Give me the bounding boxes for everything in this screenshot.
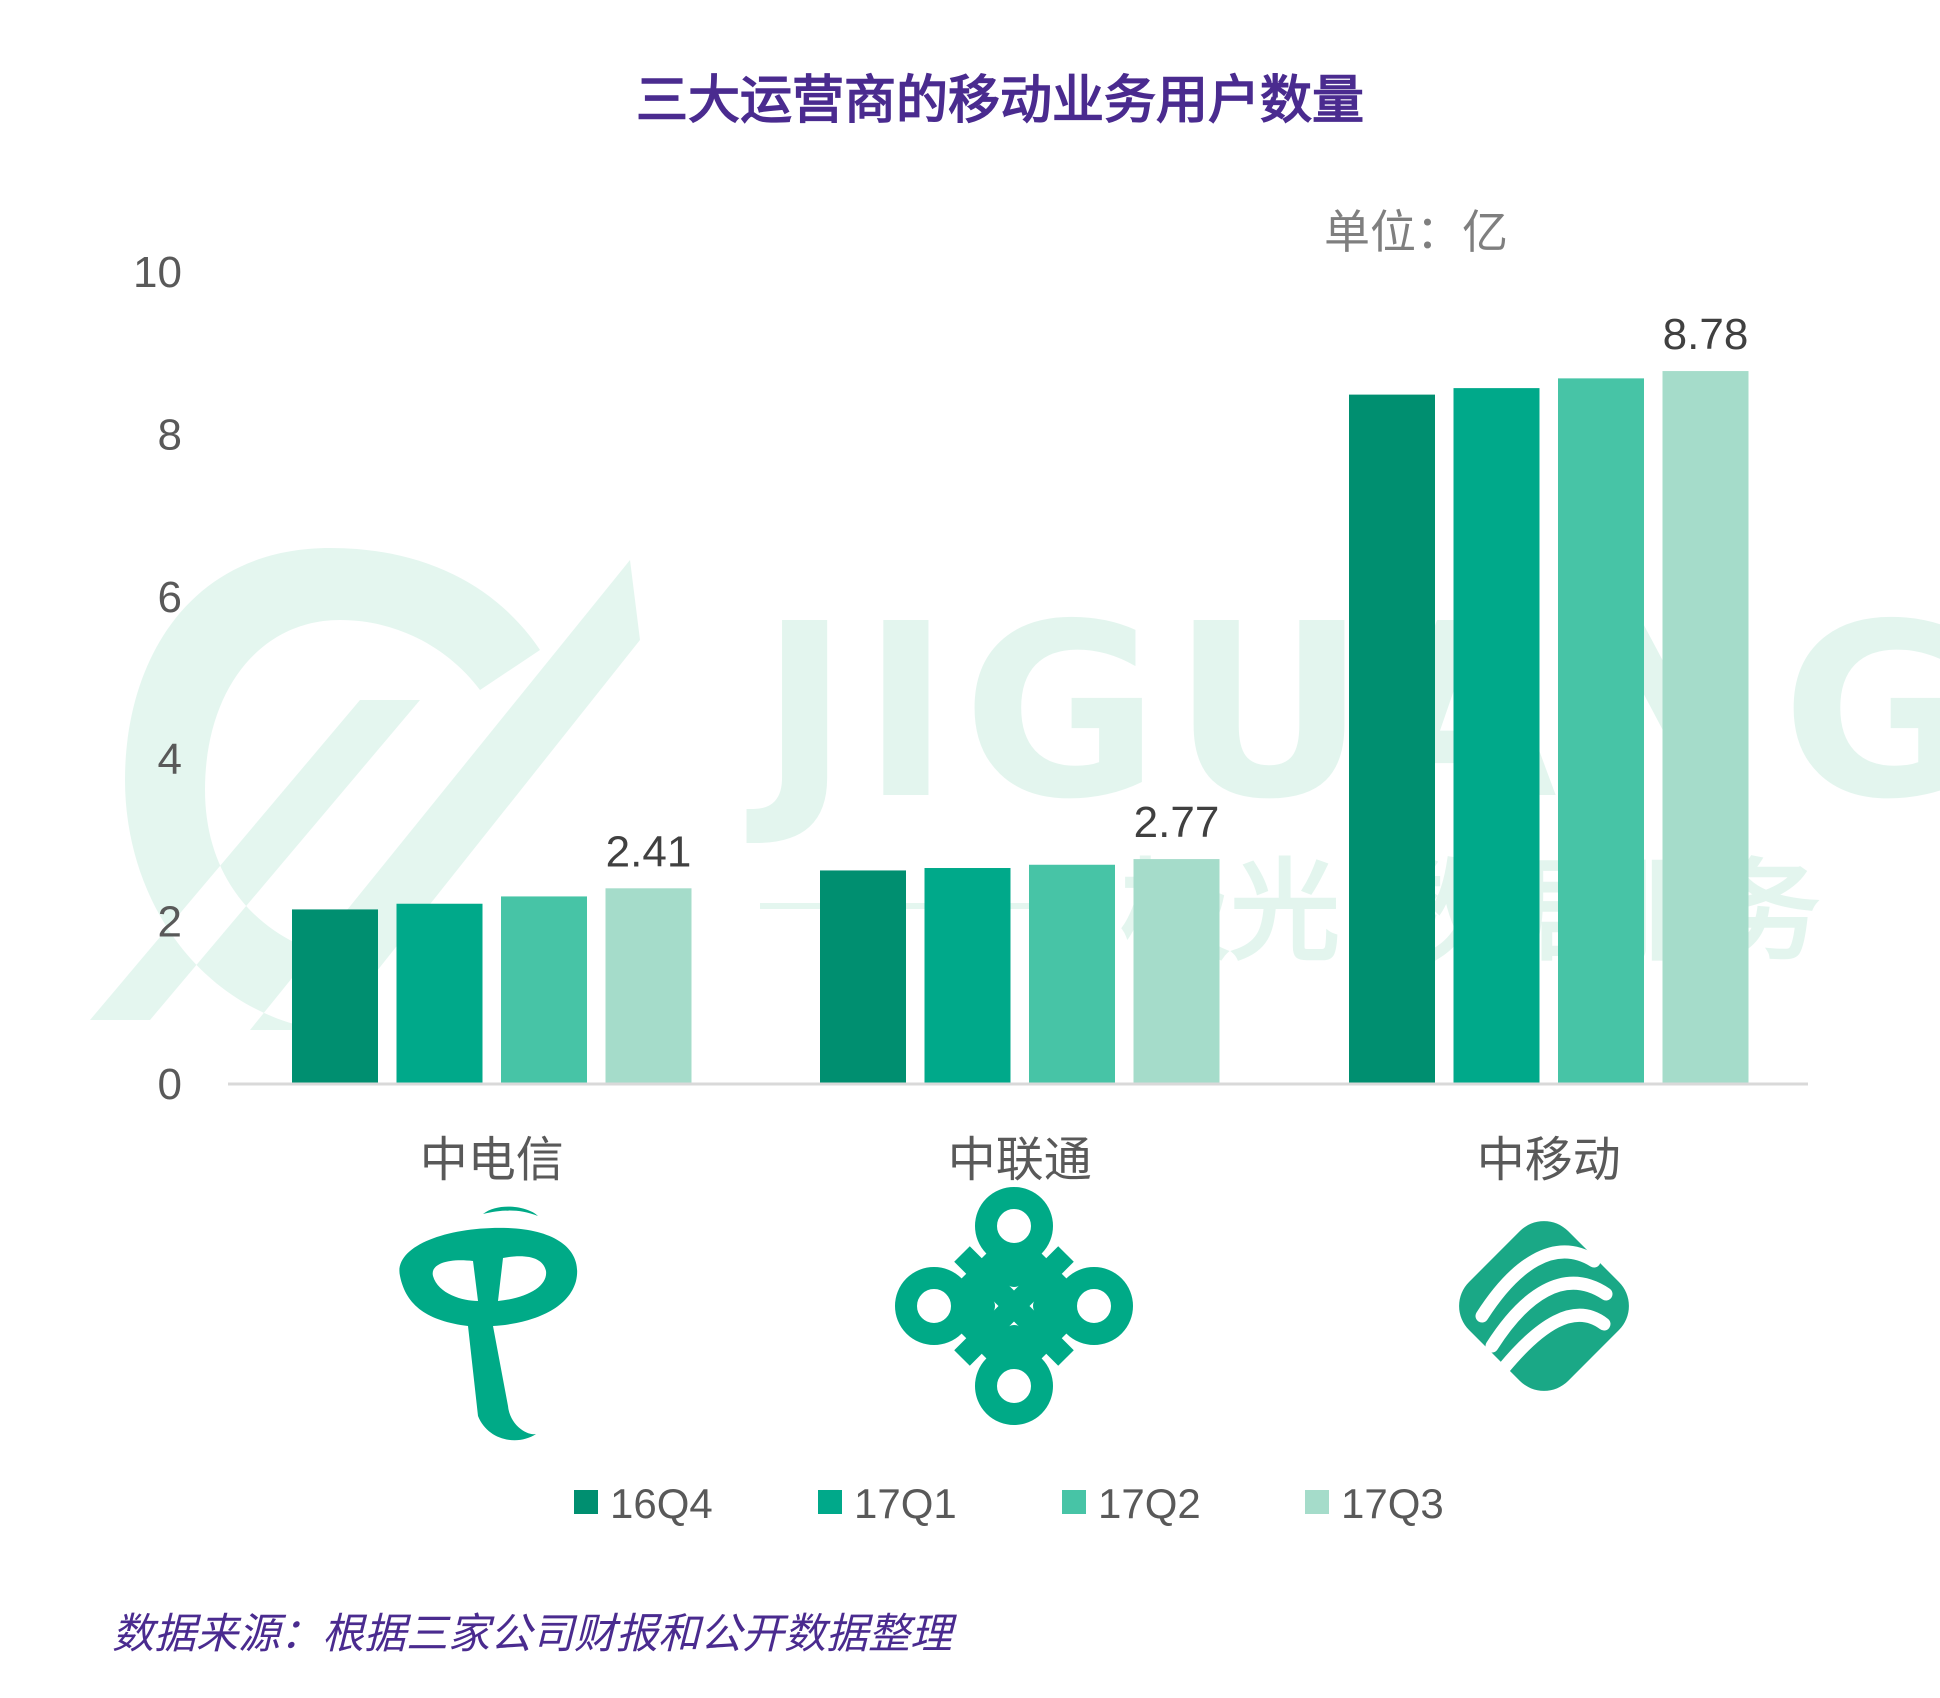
legend-label: 16Q4 [610, 1480, 713, 1527]
china-unicom-logo-icon [895, 1187, 1133, 1425]
china-mobile-logo-icon [1459, 1221, 1629, 1391]
y-tick-label: 8 [158, 410, 182, 459]
data-label: 8.78 [1663, 310, 1749, 359]
y-tick-label: 4 [158, 735, 182, 784]
bar-16Q4-1 [820, 870, 906, 1084]
category-labels: 中电信 中联通 中移动 [420, 1132, 1621, 1188]
y-tick-label: 6 [158, 573, 182, 622]
watermark-text-en: JIGUANG [746, 572, 1940, 852]
bars [292, 371, 1749, 1085]
bar-17Q3-0 [605, 888, 692, 1084]
bar-17Q2-2 [1558, 378, 1644, 1084]
china-telecom-logo-icon [399, 1206, 578, 1441]
legend-swatch [1305, 1490, 1329, 1514]
legend: 16Q4 17Q1 17Q2 17Q3 [574, 1480, 1444, 1527]
watermark-logo-icon [90, 548, 640, 1030]
data-labels: 2.41 2.77 8.78 [606, 310, 1749, 876]
chart-title: 三大运营商的移动业务用户数量 [636, 71, 1364, 131]
unit-label: 单位：亿 [1324, 205, 1508, 259]
y-tick-label: 0 [158, 1060, 182, 1109]
bar-16Q4-0 [292, 909, 378, 1084]
bar-17Q1-2 [1453, 388, 1540, 1085]
legend-swatch [818, 1490, 842, 1514]
bar-17Q2-1 [1029, 864, 1115, 1084]
y-tick-label: 2 [158, 898, 182, 947]
category-label: 中电信 [420, 1132, 564, 1188]
bar-17Q1-0 [396, 903, 483, 1084]
bar-17Q2-0 [501, 896, 587, 1084]
legend-label: 17Q3 [1341, 1480, 1444, 1527]
legend-swatch [574, 1490, 598, 1514]
bar-17Q3-1 [1133, 859, 1220, 1084]
y-axis: 0 2 4 6 8 10 [133, 248, 182, 1109]
bar-17Q1-1 [924, 868, 1011, 1084]
bar-17Q3-2 [1662, 371, 1749, 1085]
legend-label: 17Q1 [854, 1480, 957, 1527]
category-label: 中移动 [1477, 1132, 1621, 1188]
legend-label: 17Q2 [1098, 1480, 1201, 1527]
legend-swatch [1062, 1490, 1086, 1514]
data-label: 2.77 [1134, 798, 1220, 847]
source-note: 数据来源：根据三家公司财报和公开数据整理 [112, 1609, 957, 1658]
y-tick-label: 10 [133, 248, 182, 297]
data-label: 2.41 [606, 827, 692, 876]
bar-16Q4-2 [1349, 394, 1435, 1084]
category-label: 中联通 [948, 1132, 1092, 1188]
